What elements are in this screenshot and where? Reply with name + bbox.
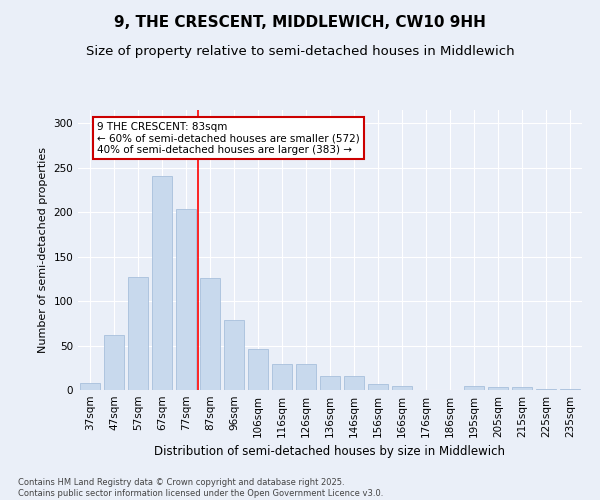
Bar <box>464 386 484 390</box>
Bar <box>224 320 244 390</box>
Bar <box>272 364 292 390</box>
Bar <box>320 376 340 390</box>
Text: Size of property relative to semi-detached houses in Middlewich: Size of property relative to semi-detach… <box>86 45 514 58</box>
Bar <box>248 349 268 390</box>
Bar <box>176 208 196 390</box>
Bar <box>128 277 148 390</box>
Bar <box>368 384 388 390</box>
Bar <box>392 386 412 390</box>
Bar <box>296 364 316 390</box>
Text: 9, THE CRESCENT, MIDDLEWICH, CW10 9HH: 9, THE CRESCENT, MIDDLEWICH, CW10 9HH <box>114 15 486 30</box>
Text: 9 THE CRESCENT: 83sqm
← 60% of semi-detached houses are smaller (572)
40% of sem: 9 THE CRESCENT: 83sqm ← 60% of semi-deta… <box>97 122 360 155</box>
Bar <box>152 176 172 390</box>
Bar <box>104 335 124 390</box>
Y-axis label: Number of semi-detached properties: Number of semi-detached properties <box>38 147 48 353</box>
Bar <box>80 383 100 390</box>
X-axis label: Distribution of semi-detached houses by size in Middlewich: Distribution of semi-detached houses by … <box>155 446 505 458</box>
Text: Contains HM Land Registry data © Crown copyright and database right 2025.
Contai: Contains HM Land Registry data © Crown c… <box>18 478 383 498</box>
Bar <box>536 389 556 390</box>
Bar <box>344 376 364 390</box>
Bar <box>488 388 508 390</box>
Bar <box>512 388 532 390</box>
Bar <box>200 278 220 390</box>
Bar <box>560 389 580 390</box>
